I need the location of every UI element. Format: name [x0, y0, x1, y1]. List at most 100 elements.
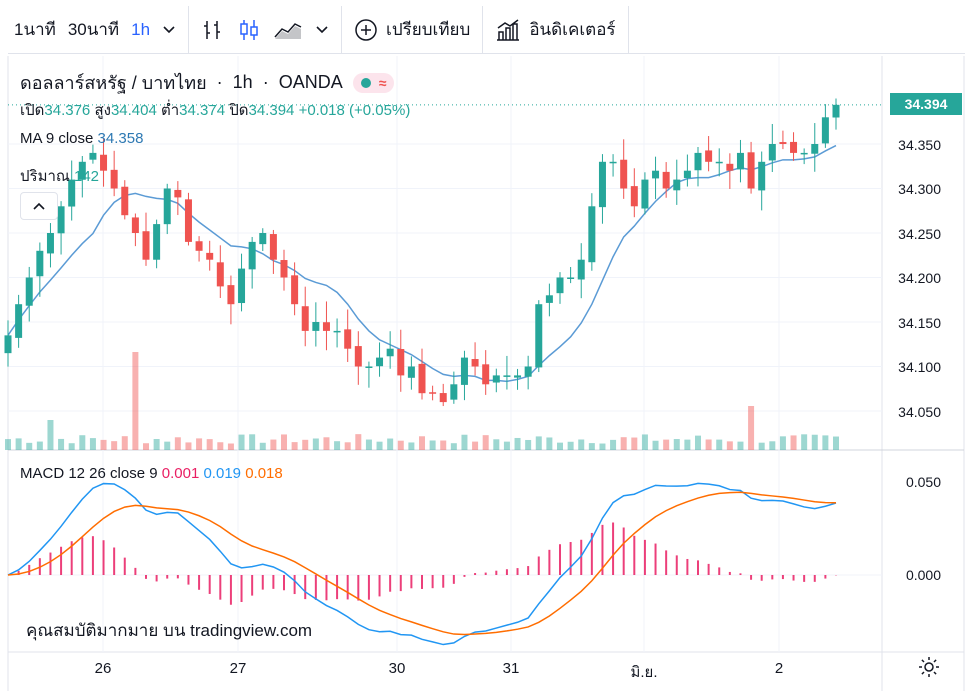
top-toolbar: 1นาที 30นาที 1h เปรียบเทียบ อินดิเคเตอร์ [8, 5, 965, 54]
interval-1min[interactable]: 1นาที [14, 20, 56, 39]
price-chart[interactable] [0, 56, 976, 691]
volume-bar [79, 435, 86, 450]
candle-body [726, 163, 734, 171]
price-tick: 34.050 [898, 404, 941, 420]
candle-body [227, 285, 235, 305]
volume-bar [281, 434, 287, 450]
volume-bar [567, 441, 574, 450]
volume-legend[interactable]: ปริมาณ 142 [20, 164, 99, 188]
volume-bar [408, 442, 415, 450]
candle-body [811, 144, 819, 154]
candle-body [450, 384, 458, 400]
volume-bar [663, 439, 670, 450]
candle-body [322, 322, 330, 331]
candle-body [46, 233, 54, 254]
indicators-icon [495, 18, 521, 42]
candle-body [78, 161, 86, 180]
candle-body [259, 233, 267, 245]
volume-bar [493, 439, 500, 450]
volume-bar [111, 441, 118, 450]
candle-body [131, 217, 139, 233]
compare-button[interactable]: เปรียบเทียบ [348, 12, 476, 48]
candle-body [291, 275, 299, 305]
volume-bar [36, 441, 43, 450]
candles-style-icon[interactable] [231, 12, 267, 48]
candle-body [4, 335, 12, 354]
divider [188, 5, 190, 54]
plus-circle-icon [354, 18, 378, 42]
volume-bar [695, 435, 701, 450]
macd-legend[interactable]: MACD 12 26 close 9 0.001 0.019 0.018 [20, 465, 283, 482]
volume-bar [801, 434, 808, 450]
candle-body [503, 375, 511, 377]
volume-bar [47, 420, 54, 450]
volume-bar [514, 437, 521, 450]
volume-value: 142 [73, 168, 100, 185]
volume-bar [365, 439, 372, 450]
candle-body [492, 375, 500, 383]
candle-body [524, 366, 532, 377]
candle-body [609, 161, 617, 164]
volume-bar [185, 442, 192, 450]
time-tick: 31 [502, 660, 520, 677]
market-status-badge[interactable]: ≈ [352, 72, 395, 93]
candle-body [397, 348, 405, 376]
volume-bar [822, 435, 829, 450]
volume-bar [440, 440, 447, 450]
candle-body [705, 150, 713, 162]
volume-bar [344, 442, 351, 450]
volume-bar [100, 439, 107, 450]
candle-body [779, 142, 787, 144]
indicators-button[interactable]: อินดิเคเตอร์ [489, 12, 621, 48]
symbol-interval: 1h [232, 72, 253, 92]
price-tick: 34.150 [898, 315, 941, 331]
change-value: +0.018 (+0.05%) [298, 102, 411, 119]
volume-bar [121, 436, 128, 450]
interval-30min[interactable]: 30นาที [67, 20, 120, 39]
chevron-up-icon [33, 202, 45, 210]
candle-body [652, 170, 660, 179]
ma-line [7, 144, 837, 383]
area-style-icon[interactable] [267, 12, 309, 48]
volume-bar [748, 406, 755, 450]
macd-tick: 0.000 [905, 567, 941, 583]
volume-bar [26, 442, 33, 450]
price-tick: 34.300 [898, 181, 941, 197]
market-open-dot-icon [360, 77, 371, 88]
collapse-legend-button[interactable] [20, 192, 58, 220]
candle-body [333, 330, 341, 333]
ma-legend[interactable]: MA 9 close 34.358 [20, 130, 143, 147]
candle-body [407, 366, 415, 378]
interval-1h[interactable]: 1h [131, 19, 151, 39]
volume-bar [620, 437, 627, 450]
settings-gear-icon[interactable] [918, 656, 940, 683]
compare-label: เปรียบเทียบ [386, 20, 471, 39]
candle-body [715, 161, 723, 164]
time-tick: 2 [774, 660, 784, 677]
candle-body [100, 154, 108, 171]
candle-body [662, 171, 670, 189]
volume-bar [588, 443, 595, 450]
volume-bar [312, 438, 319, 450]
symbol-source: OANDA [278, 72, 343, 92]
candle-body [344, 329, 352, 349]
volume-bar [217, 442, 224, 450]
interval-dropdown-icon[interactable] [156, 12, 182, 48]
price-tick: 34.100 [898, 359, 941, 375]
candle-body [36, 250, 44, 277]
volume-bar [5, 439, 11, 450]
bar-style-icon[interactable] [195, 12, 231, 48]
volume-bar [631, 437, 638, 450]
volume-bar [758, 442, 765, 450]
volume-bar [779, 436, 786, 450]
tradingview-watermark[interactable]: คุณสมบัติมากมาย บน tradingview.com [26, 621, 313, 640]
volume-bar [673, 439, 680, 450]
chart-style-dropdown-icon[interactable] [309, 12, 335, 48]
divider [627, 5, 629, 54]
volume-bar [143, 443, 149, 450]
candle-body [248, 241, 256, 270]
volume-bar [578, 439, 585, 450]
volume-bar [355, 434, 362, 450]
volume-bar [164, 441, 171, 450]
volume-bar [196, 438, 203, 450]
